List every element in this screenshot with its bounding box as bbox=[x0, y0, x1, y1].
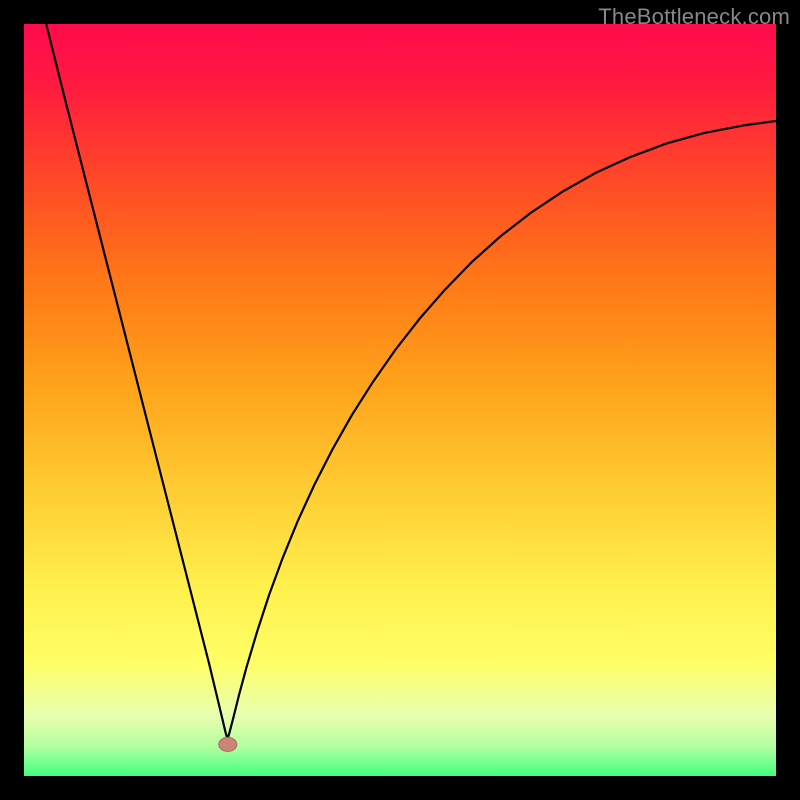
chart-container: TheBottleneck.com bbox=[0, 0, 800, 800]
bottleneck-chart bbox=[0, 0, 800, 800]
plot-background-gradient bbox=[24, 24, 776, 776]
minimum-marker bbox=[219, 737, 237, 751]
watermark-text: TheBottleneck.com bbox=[598, 4, 790, 30]
